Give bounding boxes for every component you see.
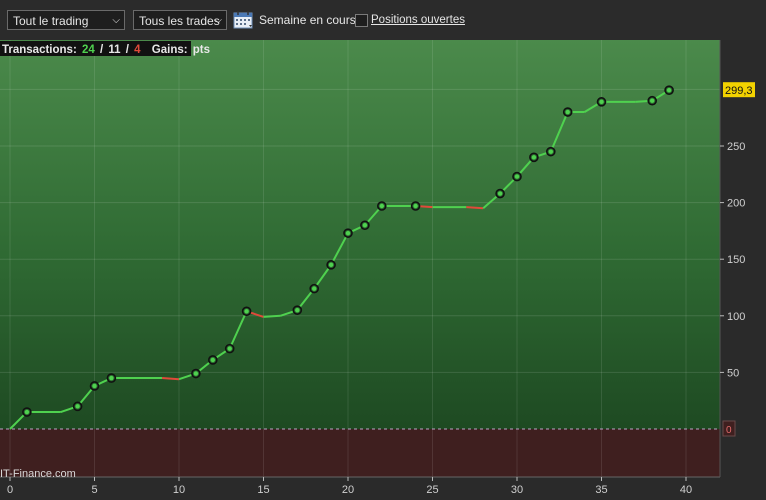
toolbar: Tout le trading ⌵ Tous les trades ⌵ Sema… bbox=[0, 0, 766, 40]
trades-select-value: Tous les trades bbox=[139, 14, 220, 28]
trade-marker-dot bbox=[92, 383, 97, 389]
equity-segment bbox=[330, 232, 349, 266]
period-select[interactable]: Tout le trading ⌵ bbox=[7, 10, 125, 30]
transactions-winners: 11 bbox=[108, 44, 121, 56]
x-axis: 0 5 10 15 20 25 30 35 40 bbox=[0, 476, 720, 496]
grid bbox=[0, 40, 720, 477]
transactions-losers: 4 bbox=[134, 44, 141, 56]
equity-segment bbox=[263, 314, 281, 318]
gains-unit: pts bbox=[193, 44, 210, 56]
zero-badge: 0 bbox=[722, 420, 736, 437]
equity-series bbox=[9, 85, 674, 430]
trade-marker-dot bbox=[193, 371, 199, 376]
week-label[interactable]: Semaine en cours bbox=[259, 13, 356, 27]
trade-marker-dot bbox=[210, 357, 215, 363]
y-axis: 50 100 150 200 250 bbox=[719, 40, 745, 477]
trade-marker-dot bbox=[345, 230, 351, 236]
y-tick-label: 50 bbox=[727, 367, 739, 379]
period-select-value: Tout le trading bbox=[13, 14, 89, 28]
transactions-label: Transactions: bbox=[2, 44, 77, 56]
trade-marker-dot bbox=[24, 409, 30, 415]
gains-label: Gains: bbox=[152, 44, 188, 56]
chevron-down-icon: ⌵ bbox=[112, 15, 120, 26]
x-tick-label: 15 bbox=[257, 484, 269, 496]
equity-segment bbox=[549, 111, 569, 153]
chevron-down-icon: ⌵ bbox=[214, 15, 222, 26]
svg-text:Transactions: 24 /: Transactions: 24 / 11 / 4 Gains: pts bbox=[2, 44, 210, 56]
equity-segment bbox=[466, 206, 484, 210]
trade-marker-dot bbox=[413, 203, 418, 209]
x-tick-label: 25 bbox=[426, 484, 438, 496]
open-positions-checkbox[interactable] bbox=[355, 14, 368, 27]
summary-bar: Transactions: 24 / 11 / 4 Gains: pts bbox=[0, 41, 210, 56]
trade-marker-dot bbox=[244, 309, 249, 314]
equity-segment bbox=[313, 264, 332, 290]
trade-marker-dot bbox=[514, 174, 520, 179]
open-positions-label[interactable]: Positions ouvertes bbox=[371, 14, 465, 26]
last-value-badge: 299,3 bbox=[723, 82, 755, 98]
trade-marker-dot bbox=[362, 223, 368, 228]
trade-marker-dot bbox=[75, 404, 80, 409]
trade-marker-dot bbox=[650, 98, 655, 103]
trade-marker-dot bbox=[295, 307, 300, 313]
trade-marker-dot bbox=[312, 286, 317, 291]
trade-marker-dot bbox=[548, 149, 553, 154]
trade-marker-dot bbox=[497, 191, 503, 196]
y-tick-label: 250 bbox=[727, 141, 745, 153]
equity-segment bbox=[228, 310, 248, 350]
transactions-total: 24 bbox=[82, 44, 95, 56]
y-tick-label: 150 bbox=[727, 254, 745, 266]
trade-marker-dot bbox=[109, 375, 114, 381]
x-tick-label: 10 bbox=[173, 484, 185, 496]
trades-select[interactable]: Tous les trades ⌵ bbox=[133, 10, 227, 30]
calendar-icon[interactable] bbox=[233, 10, 255, 30]
trade-marker-dot bbox=[531, 155, 537, 160]
y-tick-label: 200 bbox=[727, 198, 745, 210]
separator: / bbox=[126, 44, 130, 56]
x-tick-label: 40 bbox=[680, 484, 692, 496]
equity-segment bbox=[162, 377, 180, 381]
trade-marker-dot bbox=[379, 203, 384, 209]
x-tick-label: 0 bbox=[7, 484, 13, 496]
x-tick-label: 35 bbox=[595, 484, 607, 496]
watermark: IT-Finance.com bbox=[0, 468, 76, 480]
trade-marker-dot bbox=[666, 87, 672, 93]
trade-marker-dot bbox=[328, 262, 334, 268]
x-tick-label: 30 bbox=[511, 484, 523, 496]
x-tick-label: 5 bbox=[91, 484, 97, 496]
y-tick-label: 100 bbox=[727, 311, 745, 323]
negative-zone bbox=[0, 429, 720, 477]
positive-zone bbox=[0, 40, 720, 429]
separator: / bbox=[100, 44, 104, 56]
trade-marker-dot bbox=[599, 99, 604, 105]
trade-marker-dot bbox=[227, 346, 232, 351]
last-value-label: 299,3 bbox=[725, 85, 753, 97]
x-tick-label: 20 bbox=[342, 484, 354, 496]
trade-marker-dot bbox=[565, 109, 570, 115]
zero-badge-label: 0 bbox=[726, 425, 732, 436]
